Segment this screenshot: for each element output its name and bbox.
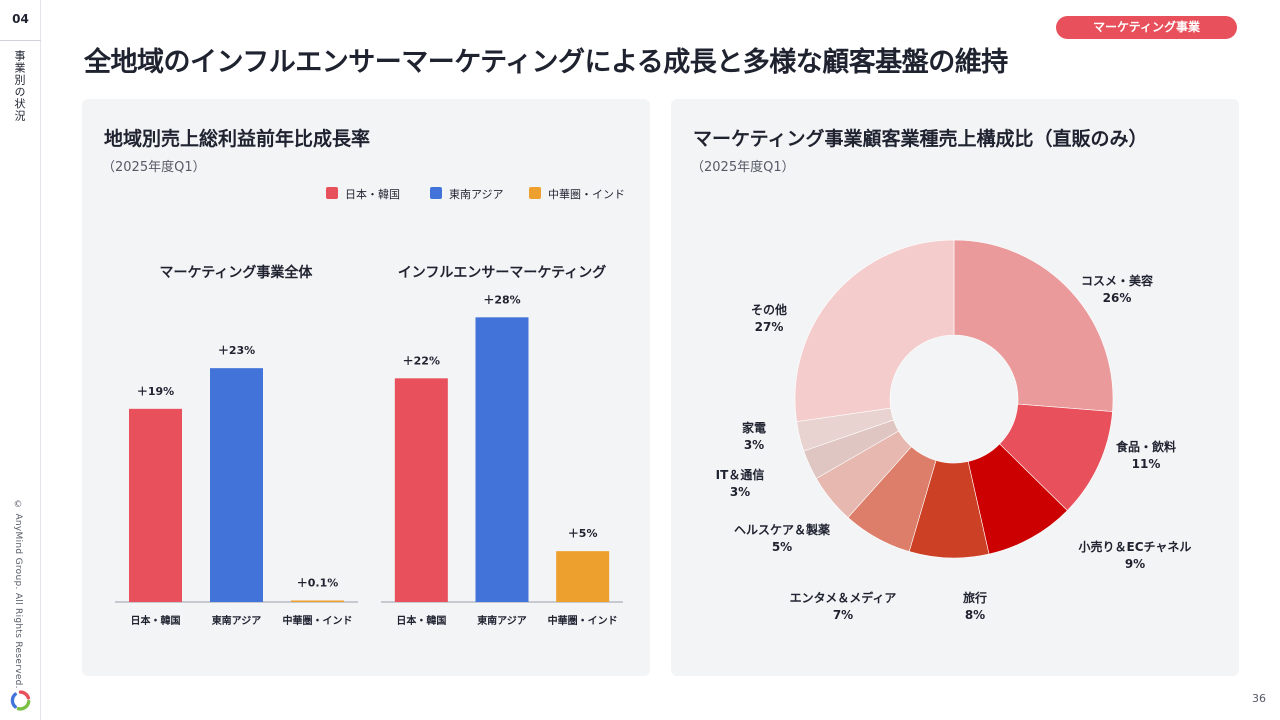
donut-label-5: ヘルスケア＆製薬 [734,522,830,537]
donut-value-0: 26% [1103,291,1132,305]
bar-0-1 [210,368,263,602]
bar-category-label-0-2: 中華圏・インド [283,614,353,627]
bar-1-2 [556,551,610,602]
donut-label-8: その他 [751,302,787,317]
bar-chart-title-1: インフルエンサーマーケティング [398,264,606,281]
industry-mix-panel: マーケティング事業顧客業種売上構成比（直販のみ） （2025年度Q1） コスメ・… [671,99,1239,676]
bar-1-0 [394,378,448,602]
bar-value-label-0-2: ＋0.1% [297,577,339,590]
growth-rate-subtitle: （2025年度Q1） [102,160,206,175]
donut-value-3: 8% [965,608,985,622]
donut-value-8: 27% [755,320,784,334]
copyright-text: © AnyMind Group. All Rights Reserved. [13,500,23,689]
donut-value-6: 3% [730,485,750,499]
section-label: 事業別の状況 [13,50,26,122]
bar-value-label-0-0: ＋19% [137,385,174,398]
donut-value-5: 5% [772,540,792,554]
bar-value-label-1-1: ＋28% [483,293,520,306]
donut-value-1: 11% [1132,457,1161,471]
donut-value-2: 9% [1125,557,1145,571]
bar-value-label-1-0: ＋22% [403,354,440,367]
donut-label-7: 家電 [742,420,766,435]
growth-bar-charts: 日本・韓国 東南アジア 中華圏・インドマーケティング事業全体＋19%日本・韓国＋23… [115,187,625,627]
bar-category-label-0-0: 日本・韓国 [131,614,181,627]
anymind-logo-icon [10,690,31,711]
donut-label-6: IT＆通信 [716,467,765,482]
donut-label-0: コスメ・美容 [1081,273,1153,288]
bar-chart-title-0: マーケティング事業全体 [160,264,314,281]
legend-swatch-0 [326,187,338,199]
bar-value-label-1-2: ＋5% [568,527,598,540]
page-number: 36 [1252,692,1266,705]
legend-swatch-2 [529,187,541,199]
bar-category-label-1-0: 日本・韓国 [396,614,446,627]
legend-label-1: 東南アジア [449,188,504,201]
donut-slice-8 [794,239,955,422]
bar-0-2 [291,600,344,602]
growth-rate-title: 地域別売上総利益前年比成長率 [104,128,371,150]
industry-donut-chart: コスメ・美容 26% 食品・飲料 11% 小売り＆ECチャネル 9% 旅行 8% エンタメ＆メデ… [716,239,1192,622]
donut-label-3: 旅行 [963,590,987,605]
donut-label-4: エンタメ＆メディア [790,590,897,605]
legend-label-2: 中華圏・インド [548,188,625,201]
page-title: 全地域のインフルエンサーマーケティングによる成長と多様な顧客基盤の維持 [84,47,1008,78]
section-number: 04 [12,12,29,26]
bar-value-label-0-1: ＋23% [218,344,255,357]
category-badge: マーケティング事業 [1056,16,1237,39]
left-rail: 04 事業別の状況 © AnyMind Group. All Rights Re… [0,0,41,720]
legend-swatch-1 [430,187,442,199]
donut-label-2: 小売り＆ECチャネル [1079,539,1192,554]
bar-category-label-1-1: 東南アジア [477,614,527,627]
bar-0-0 [129,408,182,602]
donut-slice-0 [953,239,1114,412]
bar-1-1 [475,317,529,602]
legend-label-0: 日本・韓国 [345,187,400,201]
industry-mix-subtitle: （2025年度Q1） [691,160,795,175]
donut-value-4: 7% [833,608,853,622]
donut-label-1: 食品・飲料 [1115,439,1176,454]
growth-rate-panel: 地域別売上総利益前年比成長率 （2025年度Q1） 日本・韓国 東南アジア 中華圏・… [82,99,650,676]
industry-mix-title: マーケティング事業顧客業種売上構成比（直販のみ） [693,128,1148,150]
donut-value-7: 3% [744,438,764,452]
rail-divider [0,40,41,41]
bar-category-label-1-2: 中華圏・インド [548,614,618,627]
bar-category-label-0-1: 東南アジア [212,614,262,627]
